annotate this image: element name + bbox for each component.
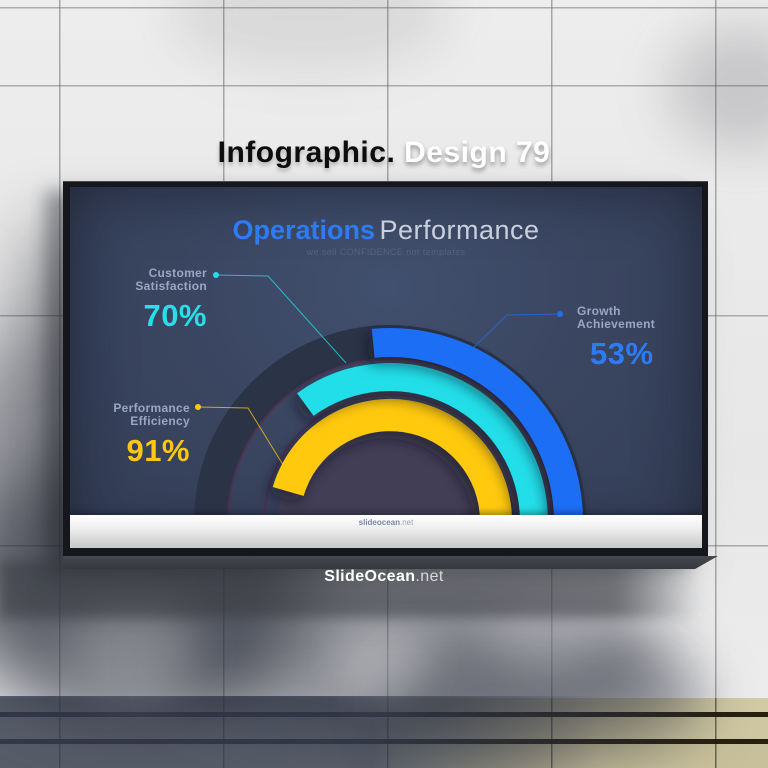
metric-growth-achievement: Growth Achievement 53% [577,305,655,372]
tree-shadow [668,25,768,150]
metric-value: 91% [126,433,190,468]
tv-frame: Operations Performance we sell CONFIDENC… [63,181,708,557]
leader-dot [557,311,563,317]
metric-label-line1: Performance [113,401,190,415]
headline-light: Design 79 [404,136,551,169]
gauge-arc-middle [297,363,548,521]
gauge-arc-inner [272,398,512,521]
watermark-bold: SlideOcean [324,568,416,585]
metric-label-line2: Efficiency [130,414,190,428]
metric-label-line1: Growth [577,304,621,318]
headline-dark: Infographic. [217,136,396,169]
slide-title: Operations Performance we sell CONFIDENC… [70,215,702,257]
plank-shadow [0,696,600,768]
slide-footer: slideocean.net [70,515,702,548]
metric-performance-efficiency: Performance Efficiency 91% [113,402,190,469]
gauge-arc-outer [371,328,583,521]
footer-brand-tld: .net [400,518,414,527]
metric-label: Growth Achievement [577,305,655,331]
metric-customer-satisfaction: Customer Satisfaction 70% [135,267,207,334]
metric-label-line1: Customer [148,266,207,280]
metric-label-line2: Achievement [577,317,655,331]
slide-subtitle: we sell CONFIDENCE not templates [306,247,466,257]
watermark-light: .net [415,568,444,585]
slide-title-rest: Performance [379,215,540,245]
metric-value: 70% [143,298,207,333]
light-patch [335,625,430,695]
metric-label-line2: Satisfaction [135,279,207,293]
leader-dot [213,272,219,278]
half-donut-gauge-chart [194,272,586,548]
leader-dot [195,404,201,410]
footer-brand: slideocean [358,518,400,527]
slide-screen: Operations Performance we sell CONFIDENC… [70,187,702,548]
metric-value: 53% [590,336,654,371]
page-title: Infographic. Design 79 [0,136,768,170]
metric-label: Customer Satisfaction [135,267,207,293]
metric-label: Performance Efficiency [113,402,190,428]
watermark: SlideOcean.net [0,568,768,586]
leader-line [215,274,347,364]
leader-line [472,313,561,349]
tree-shadow [170,0,450,70]
slide-title-accent: Operations [232,215,375,245]
